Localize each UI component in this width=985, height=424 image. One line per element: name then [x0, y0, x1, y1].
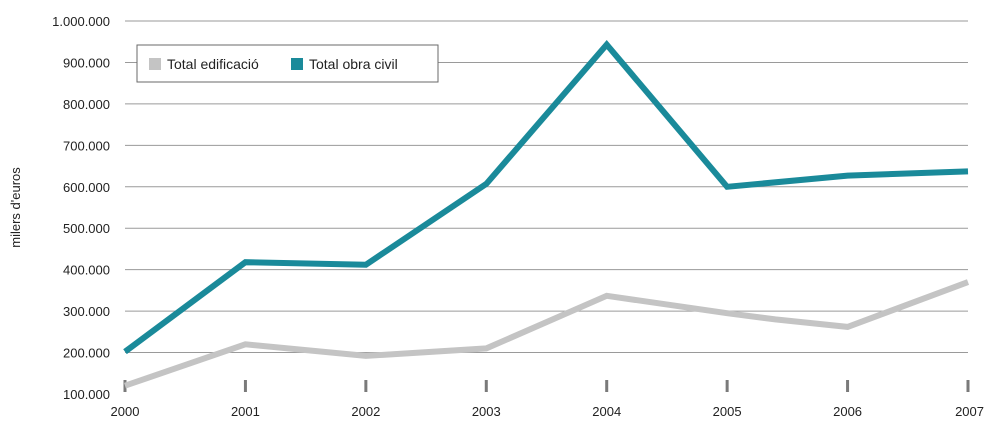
y-axis-title: milers d'euros — [8, 167, 23, 248]
series-line-0 — [124, 279, 970, 389]
grid-lines — [125, 20, 968, 354]
y-tick-label: 600.000 — [63, 180, 110, 195]
legend-label: Total edificació — [167, 56, 259, 72]
legend: Total edificació Total obra civil — [136, 44, 439, 83]
y-axis-tick-labels: 100.000 200.000 300.000 400.000 500.000 600.0… — [52, 14, 110, 402]
x-tick-label: 2005 — [713, 404, 742, 419]
x-tick-mark — [243, 380, 247, 392]
x-tick-mark — [484, 380, 488, 392]
y-tick-label: 100.000 — [63, 387, 110, 402]
y-tick-label: 500.000 — [63, 221, 110, 236]
legend-swatch — [291, 58, 303, 70]
series-line-1 — [123, 39, 969, 355]
x-axis-tick-labels: 2000 2001 2002 2003 2004 2005 2006 2007 — [111, 404, 984, 419]
y-tick-label: 300.000 — [63, 304, 110, 319]
x-axis-tick-marks — [123, 380, 970, 392]
y-tick-label: 700.000 — [63, 138, 110, 153]
x-tick-mark — [725, 380, 729, 392]
x-tick-label: 2006 — [833, 404, 862, 419]
x-tick-label: 2007 — [955, 404, 984, 419]
y-tick-label: 400.000 — [63, 263, 110, 278]
y-tick-label: 900.000 — [63, 55, 110, 70]
x-tick-label: 2003 — [472, 404, 501, 419]
legend-box — [136, 44, 439, 83]
x-tick-label: 2001 — [231, 404, 260, 419]
x-tick-label: 2000 — [111, 404, 140, 419]
x-tick-label: 2002 — [351, 404, 380, 419]
x-tick-mark — [605, 380, 609, 392]
x-tick-mark — [364, 380, 368, 392]
x-tick-mark — [966, 380, 970, 392]
legend-label: Total obra civil — [309, 56, 398, 72]
x-tick-mark — [123, 380, 127, 392]
y-tick-label: 800.000 — [63, 97, 110, 112]
y-tick-label: 200.000 — [63, 346, 110, 361]
y-tick-label: 1.000.000 — [52, 14, 110, 29]
x-tick-label: 2004 — [592, 404, 621, 419]
series-lines — [123, 39, 970, 389]
legend-swatch — [149, 58, 161, 70]
x-tick-mark — [846, 380, 850, 392]
